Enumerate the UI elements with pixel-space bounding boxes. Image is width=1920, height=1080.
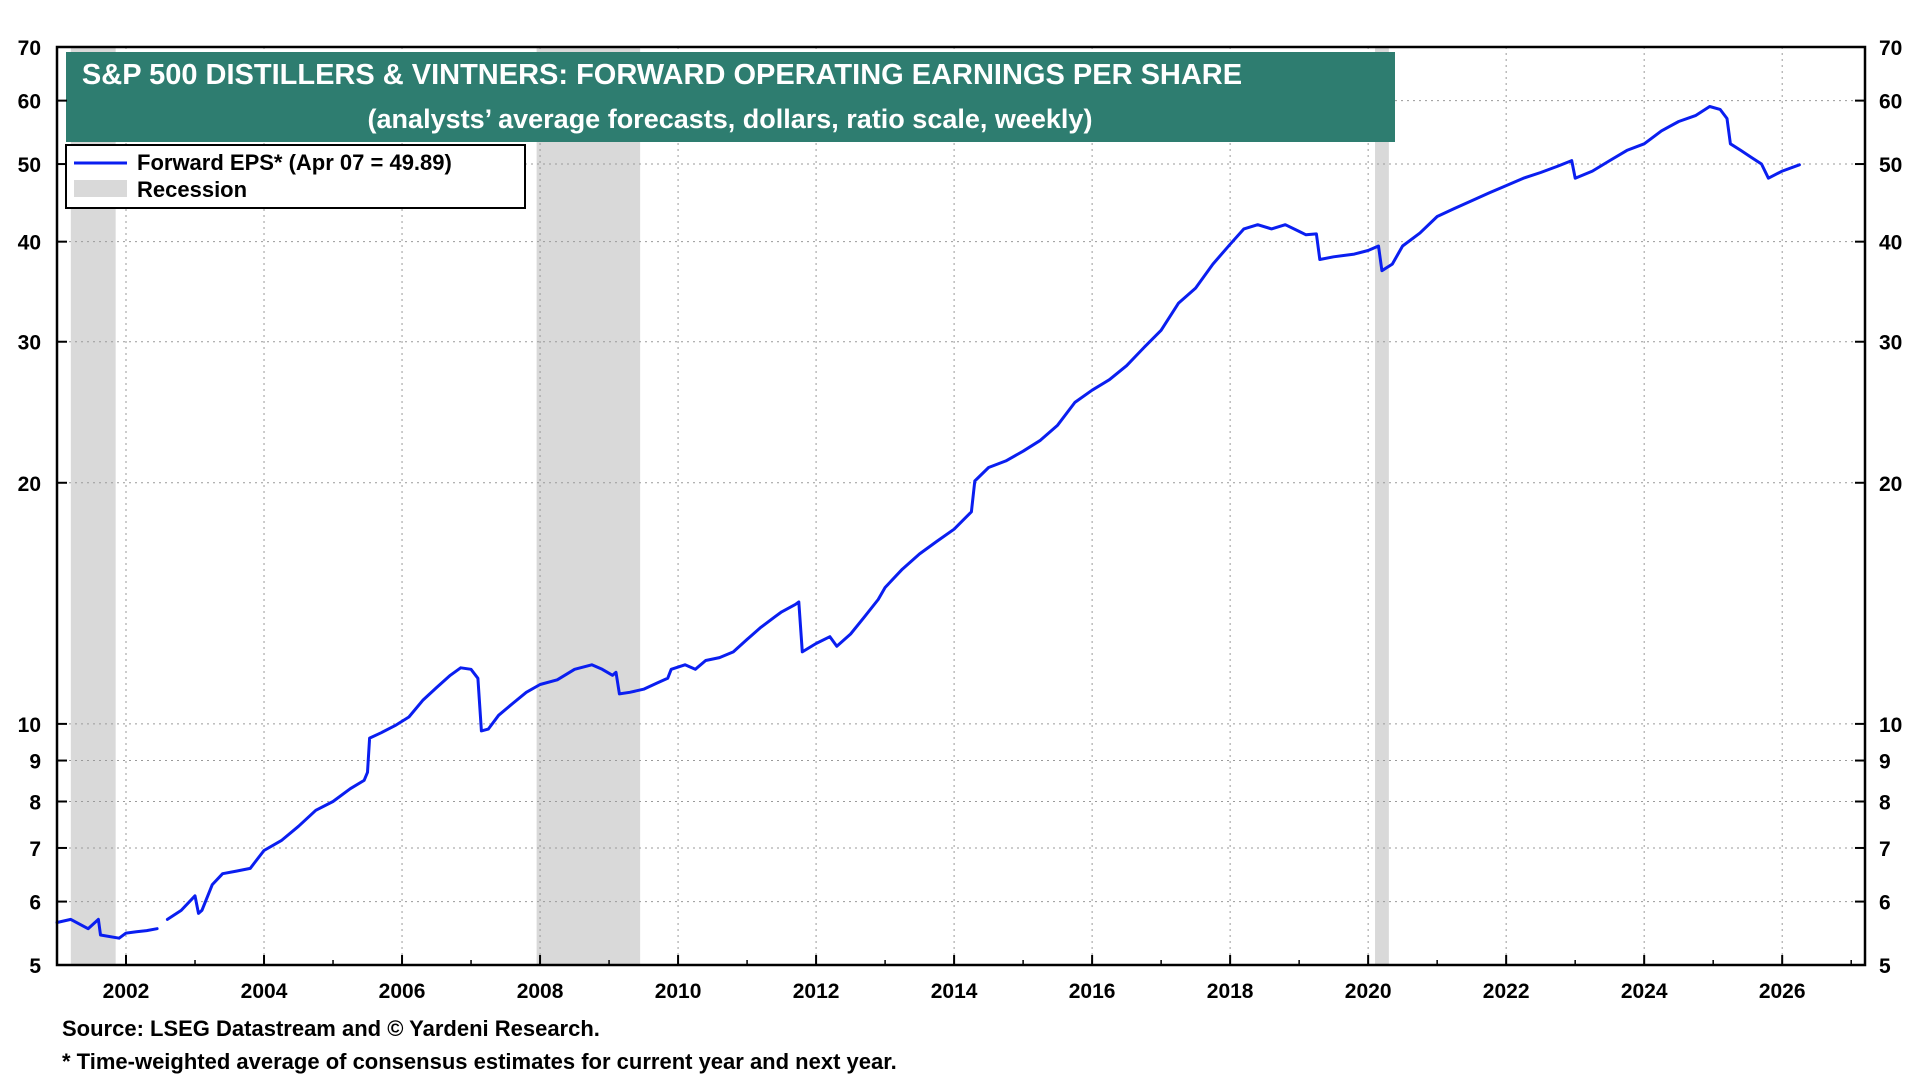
x-tick-label: 2024	[1621, 980, 1668, 1003]
y-tick-label-right: 20	[1879, 473, 1902, 496]
legend-box	[65, 144, 526, 209]
x-tick-label: 2010	[655, 980, 702, 1003]
series-line-forward-eps	[55, 917, 159, 940]
x-tick-label: 2026	[1759, 980, 1806, 1003]
plot-frame	[55, 45, 1867, 967]
y-tick-label-left: 8	[29, 792, 41, 815]
source-note: Source: LSEG Datastream and © Yardeni Re…	[62, 1016, 600, 1041]
x-tick-label: 2018	[1207, 980, 1254, 1003]
footnote: * Time-weighted average of consensus est…	[62, 1049, 897, 1074]
title-box	[66, 52, 1395, 142]
y-tick-label-right: 10	[1879, 714, 1902, 737]
x-tick-label: 2006	[379, 980, 426, 1003]
recession-band	[536, 47, 641, 965]
y-tick-label-right: 30	[1879, 332, 1902, 355]
y-tick-label-left: 30	[18, 332, 41, 355]
x-tick-label: 2022	[1483, 980, 1530, 1003]
axes: 2002 2004 2006 2008 2010 2012 2014 2016 2018 2020…	[18, 37, 1903, 1003]
x-tick-label: 2008	[517, 980, 564, 1003]
recession-band	[1375, 47, 1389, 965]
y-tick-label-right: 5	[1879, 955, 1891, 978]
y-tick-label-left: 70	[18, 37, 41, 60]
y-tick-label-left: 10	[18, 714, 41, 737]
chart-subtitle: (analysts’ average forecasts, dollars, r…	[368, 104, 1093, 134]
chart-title: S&P 500 DISTILLERS & VINTNERS: FORWARD O…	[82, 59, 1242, 91]
y-tick-label-right: 40	[1879, 232, 1902, 255]
x-tick-label: 2012	[793, 980, 840, 1003]
y-tick-label-right: 70	[1879, 37, 1902, 60]
y-tick-label-right: 8	[1879, 792, 1891, 815]
y-tick-label-right: 50	[1879, 154, 1902, 177]
legend-label-forward-eps: Forward EPS* (Apr 07 = 49.89)	[137, 150, 452, 175]
legend-recession-swatch	[74, 180, 127, 197]
y-tick-label-left: 6	[29, 892, 41, 915]
y-tick-label-left: 20	[18, 473, 41, 496]
x-tick-label: 2014	[931, 980, 978, 1003]
y-tick-label-left: 60	[18, 91, 41, 114]
y-tick-label-right: 9	[1879, 751, 1891, 774]
y-tick-label-left: 40	[18, 232, 41, 255]
series-line-forward-eps	[165, 105, 1801, 921]
series-layer	[55, 105, 1801, 940]
x-tick-label: 2016	[1069, 980, 1116, 1003]
y-tick-label-left: 9	[29, 751, 41, 774]
y-tick-label-left: 5	[29, 955, 41, 978]
x-tick-label: 2020	[1345, 980, 1392, 1003]
y-tick-label-left: 7	[29, 838, 41, 861]
x-tick-label: 2002	[103, 980, 150, 1003]
y-tick-label-right: 7	[1879, 838, 1891, 861]
y-tick-label-right: 60	[1879, 91, 1902, 114]
x-tick-label: 2004	[241, 980, 288, 1003]
legend: Forward EPS* (Apr 07 = 49.89) Recession	[65, 144, 526, 209]
legend-label-recession: Recession	[137, 177, 247, 202]
y-tick-label-left: 50	[18, 154, 41, 177]
y-tick-label-right: 6	[1879, 892, 1891, 915]
